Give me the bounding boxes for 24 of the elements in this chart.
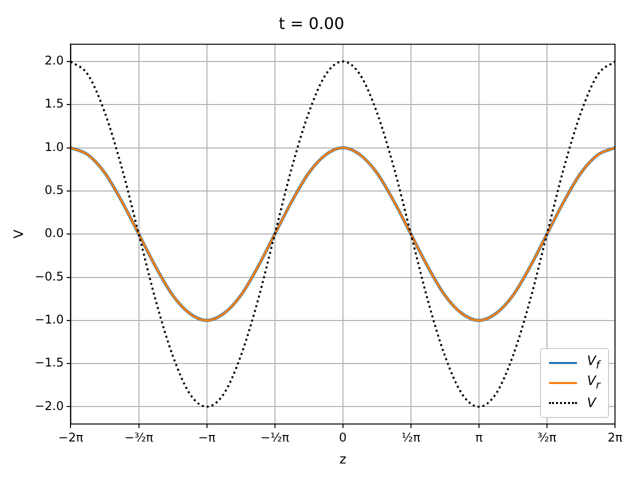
x-tick-label: 0 bbox=[339, 430, 347, 444]
legend-label: V bbox=[587, 396, 596, 410]
chart-title: t = 0.00 bbox=[278, 14, 344, 33]
y-tick-label: −2.0 bbox=[34, 398, 64, 413]
legend-label: V$_{f}$ bbox=[587, 354, 600, 372]
x-tick-label: −³⁄₂π bbox=[124, 430, 154, 444]
y-tick-label: 1.0 bbox=[44, 140, 64, 154]
x-tick-label: −¹⁄₂π bbox=[260, 430, 290, 444]
y-tick-label: −1.5 bbox=[34, 356, 64, 370]
y-tick-label: 1.5 bbox=[44, 96, 64, 111]
x-tick-label: 2π bbox=[608, 430, 622, 444]
y-tick-label: 0.5 bbox=[44, 183, 64, 198]
x-tick-label: ¹⁄₂π bbox=[401, 430, 420, 444]
x-axis-title: z bbox=[339, 452, 346, 468]
y-tick-label: −0.5 bbox=[34, 269, 64, 284]
x-tick-label: −π bbox=[198, 430, 216, 444]
x-tick-label: ³⁄₂π bbox=[538, 430, 556, 444]
y-axis-title: V bbox=[12, 230, 28, 239]
legend-label: V$_{r}$ bbox=[587, 374, 600, 392]
y-tick-label: 0.0 bbox=[44, 226, 64, 240]
x-tick-label: π bbox=[475, 430, 483, 444]
x-tick-label: −2π bbox=[58, 430, 84, 444]
y-tick-label: −1.0 bbox=[34, 312, 64, 327]
y-tick-label: 2.0 bbox=[44, 54, 64, 68]
